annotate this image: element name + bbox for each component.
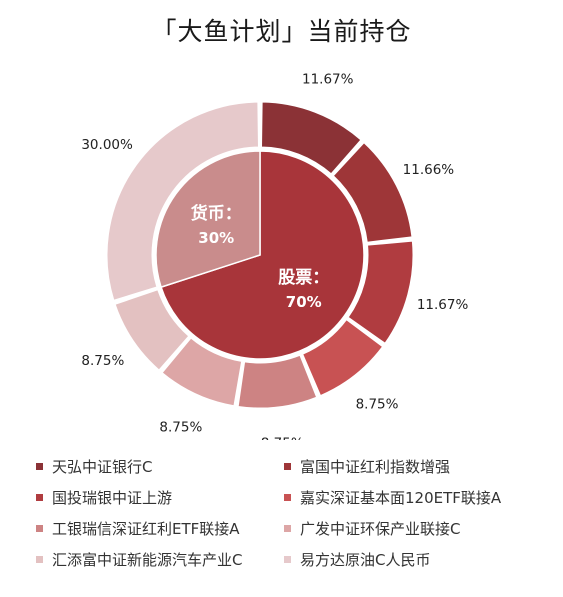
legend-item-7: 易方达原油C人民币 <box>284 549 430 570</box>
outer-slice-label-3: 8.75% <box>356 396 399 412</box>
outer-slice-5 <box>161 337 243 407</box>
outer-slice-2 <box>347 240 414 344</box>
legend-swatch-5 <box>284 525 291 532</box>
outer-labels: 11.67% 11.66% 11.67% 8.75% 8.75% 8.75% 8.75% 30… <box>81 72 468 440</box>
legend-swatch-0 <box>36 463 43 470</box>
outer-slice-label-0: 11.67% <box>302 72 354 88</box>
donut-chart: 11.67% 11.66% 11.67% 8.75% 8.75% 8.75% 8.75% 30… <box>81 72 468 440</box>
outer-slice-label-4: 8.75% <box>261 436 304 440</box>
legend-label-7: 易方达原油C人民币 <box>300 551 431 569</box>
outer-ring <box>106 101 414 409</box>
chart-title: 「大鱼计划」当前持仓 <box>151 17 412 46</box>
legend-label-0: 天弘中证银行C <box>52 458 153 476</box>
legend-label-4: 工银瑞信深证红利ETF联接A <box>52 520 240 538</box>
inner-slice-name-股票: 股票： <box>278 268 329 288</box>
outer-slice-1 <box>332 142 413 243</box>
outer-slice-7 <box>106 101 259 301</box>
inner-slice-股票 <box>160 150 365 360</box>
inner-slice-value-股票: 70% <box>286 293 322 311</box>
legend-item-3: 嘉实深证基本面120ETF联接A <box>284 487 501 508</box>
legend-label-5: 广发中证环保产业联接C <box>300 520 461 538</box>
outer-slice-0 <box>261 101 362 175</box>
legend-item-5: 广发中证环保产业联接C <box>284 518 460 539</box>
outer-slice-label-7: 30.00% <box>81 137 133 153</box>
legend-swatch-1 <box>284 463 291 470</box>
outer-slice-6 <box>114 289 190 371</box>
legend-swatch-3 <box>284 494 291 501</box>
outer-slice-label-1: 11.66% <box>403 162 455 178</box>
legend-label-3: 嘉实深证基本面120ETF联接A <box>300 489 502 507</box>
legend-item-4: 工银瑞信深证红利ETF联接A <box>36 518 240 539</box>
legend-swatch-2 <box>36 494 43 501</box>
outer-slice-label-2: 11.67% <box>417 297 469 313</box>
legend-item-0: 天弘中证银行C <box>36 456 152 477</box>
legend-swatch-7 <box>284 556 291 563</box>
inner-slice-value-货币: 30% <box>198 229 234 247</box>
legend-label-2: 国投瑞银中证上游 <box>52 489 173 507</box>
legend-swatch-4 <box>36 525 43 532</box>
legend-item-2: 国投瑞银中证上游 <box>36 487 172 508</box>
legend-item-6: 汇添富中证新能源汽车产业C <box>36 549 242 570</box>
outer-slice-4 <box>237 354 318 409</box>
inner-labels: 股票： 70% 货币： 30% <box>191 203 330 311</box>
outer-slice-3 <box>302 318 384 397</box>
inner-slice-货币 <box>155 150 261 289</box>
legend-label-1: 富国中证红利指数增强 <box>300 458 451 476</box>
legend-label-6: 汇添富中证新能源汽车产业C <box>52 551 243 569</box>
legend-item-1: 富国中证红利指数增强 <box>284 456 450 477</box>
inner-pie <box>155 150 365 360</box>
inner-slice-name-货币: 货币： <box>191 203 242 224</box>
outer-slice-label-6: 8.75% <box>81 353 124 369</box>
outer-slice-label-5: 8.75% <box>159 420 202 436</box>
legend-swatch-6 <box>36 556 43 563</box>
